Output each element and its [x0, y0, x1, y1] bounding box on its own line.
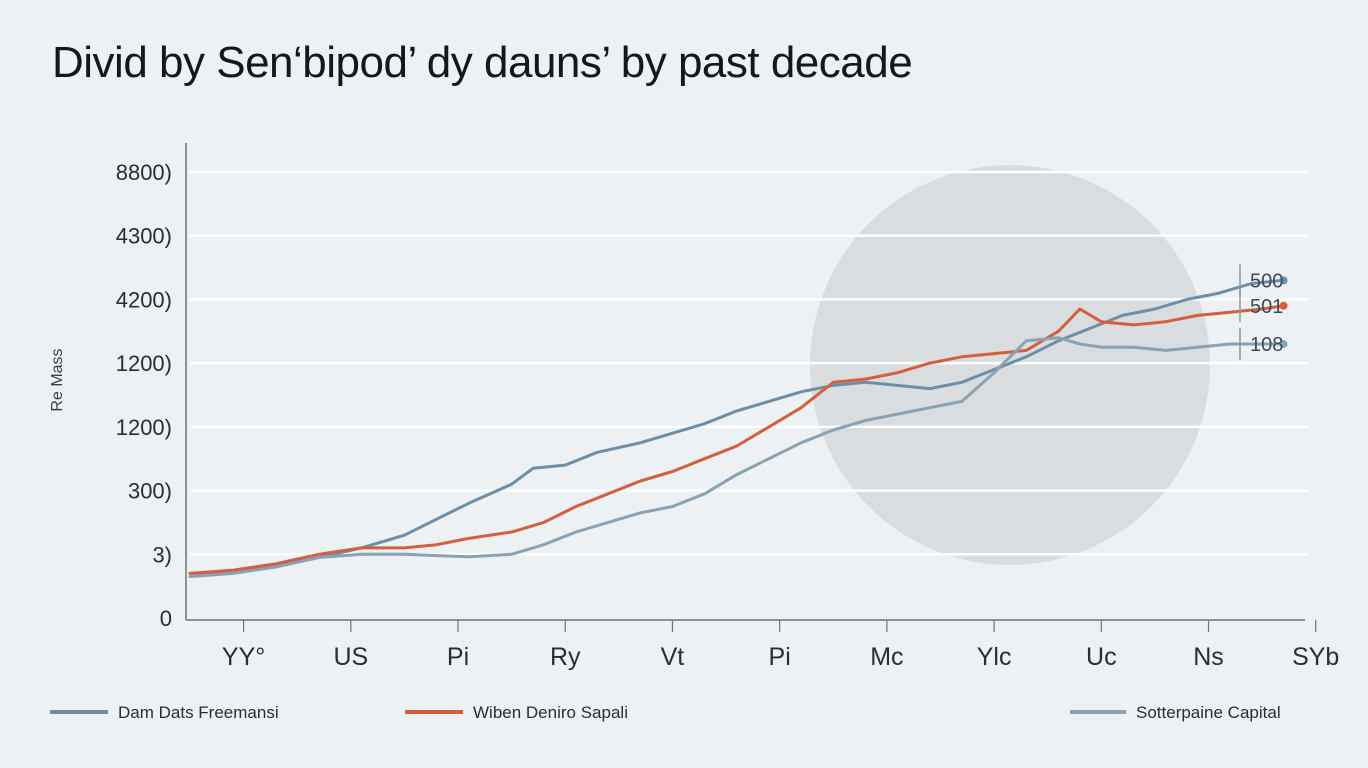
end-label: 108: [1250, 334, 1283, 356]
series-end-point: [1279, 301, 1288, 310]
x-tick-label: SYb: [1292, 643, 1339, 671]
legend-label: Dam Dats Freemansi: [118, 703, 279, 722]
x-tick-label: Mc: [870, 643, 903, 671]
y-tick-label: 4300): [116, 224, 172, 249]
y-tick-label: 1200): [116, 351, 172, 376]
x-tick-labels: YY° US Pi Ry Vt Pi Mc Ylc Uc Ns SYb: [222, 620, 1339, 671]
y-tick-labels: 8800) 4300) 4200) 1200) 1200) 300) 3) 0: [116, 160, 172, 631]
legend-label: Sotterpaine Capital: [1136, 703, 1281, 722]
series-line-1: [188, 278, 1286, 575]
legend: Dam Dats Freemansi Wiben Deniro Sapali Sot…: [50, 703, 1281, 722]
series-end-point: [1279, 340, 1288, 349]
y-tick-label: 4200): [116, 287, 172, 312]
series-end-point: [1279, 276, 1288, 285]
x-tick-label: Ylc: [977, 643, 1012, 671]
y-tick-label: 300): [128, 479, 172, 504]
chart-title: Divid by Sen‘bipod’ dy dauns’ by past de…: [52, 38, 913, 87]
end-label: 500: [1250, 270, 1283, 292]
x-tick-label: US: [333, 643, 368, 671]
x-tick-label: Pi: [447, 643, 469, 671]
x-tick-label: Pi: [769, 643, 791, 671]
legend-label: Wiben Deniro Sapali: [473, 703, 628, 722]
y-axis-label: Re Mass: [49, 348, 66, 411]
series-line-2: [188, 304, 1286, 575]
end-labels: 500 501 108: [1239, 264, 1283, 361]
series-lines: [188, 276, 1288, 579]
end-label: 501: [1250, 296, 1283, 318]
highlight-circle: [810, 165, 1210, 565]
x-tick-label: Ns: [1193, 643, 1224, 671]
x-tick-label: Ry: [550, 643, 581, 671]
x-tick-label: Vt: [661, 643, 685, 671]
x-tick-label: YY°: [222, 643, 265, 671]
y-tick-label: 3): [152, 542, 172, 567]
y-tick-label: 8800): [116, 160, 172, 185]
y-tick-label: 0: [160, 606, 172, 631]
series-line-3: [188, 336, 1286, 579]
x-tick-label: Uc: [1086, 643, 1117, 671]
y-tick-label: 1200): [116, 415, 172, 440]
gridlines: [190, 170, 1308, 556]
